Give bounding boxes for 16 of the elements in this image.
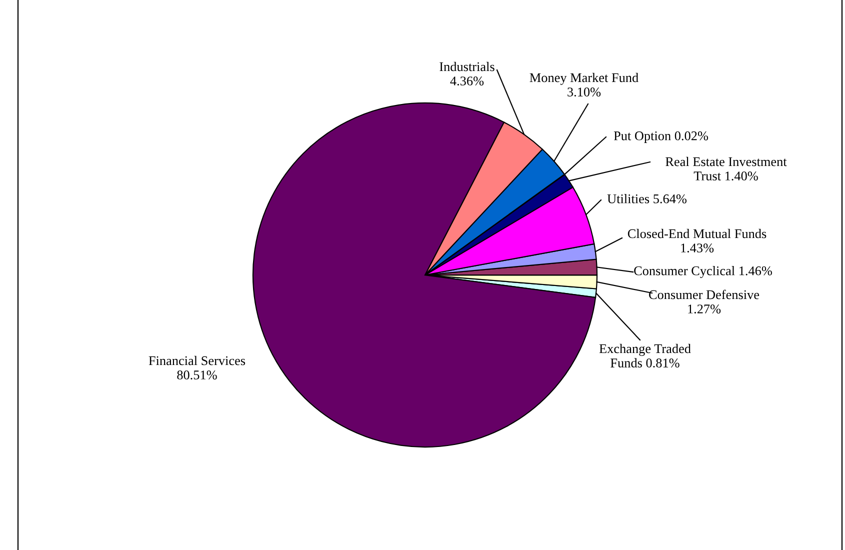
data-label: 1.43% <box>681 244 714 252</box>
slice-label: Consumer Cyclical 1.46% <box>634 266 772 278</box>
slice-label: Real Estate Investment Trust 1.40% <box>666 156 787 180</box>
slice-label: Industrials <box>440 62 494 72</box>
data-label: 3.10% <box>568 88 601 97</box>
slice-label: Utilities 5.64% <box>607 194 686 204</box>
slice-label: Exchange Traded Funds 0.81% <box>599 344 691 368</box>
data-label: 1.27% <box>688 304 721 314</box>
data-label: 4.36% <box>450 76 484 86</box>
slice-label: Put Option 0.02% <box>614 131 708 143</box>
slice-label: Money Market Fund <box>530 72 638 85</box>
data-label: 80.51% <box>177 370 217 380</box>
slice-label: Financial Services <box>148 356 246 366</box>
slice-label: Consumer Defensive <box>649 290 760 300</box>
pie-slice <box>252 102 596 448</box>
slice-label: Closed-End Mutual Funds <box>628 228 766 238</box>
